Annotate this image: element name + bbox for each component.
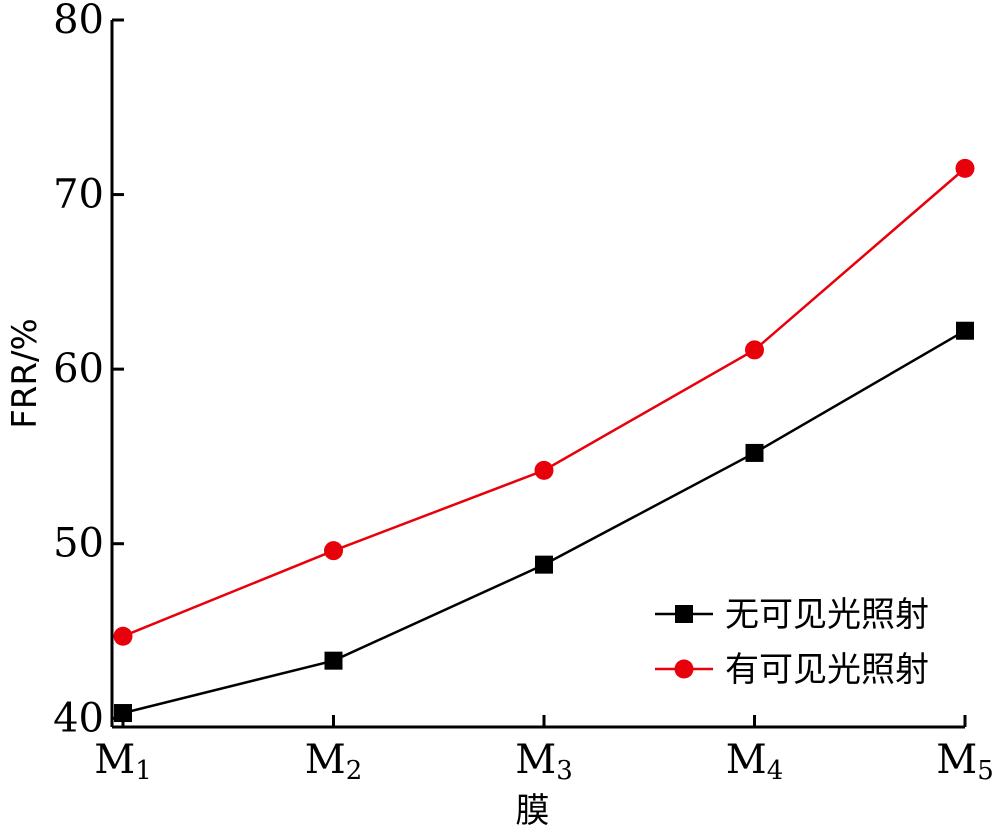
axes [110,20,965,729]
y-tick-label: 40 [53,695,104,741]
x-tick-label: M2 [305,737,363,786]
data-point-circle [324,541,343,561]
legend-label: 有可见光照射 [725,650,929,690]
data-point-square [114,704,132,723]
legend-label: 无可见光照射 [725,595,929,635]
legend-marker-circle [674,659,694,679]
data-point-square [535,555,553,574]
legend-item: 无可见光照射 [655,595,929,635]
series-layer [113,158,975,723]
data-point-square [745,443,764,462]
y-tick-label: 70 [53,172,104,218]
y-axis-title: FRR/% [5,318,45,429]
data-point-square [956,321,974,340]
series-2 [113,158,975,646]
data-point-circle [955,158,975,178]
data-point-circle [745,340,764,360]
y-tick-labels: 40 50 60 70 80 [53,0,104,741]
data-point-square [324,651,343,670]
x-axis-title: 膜 [516,791,550,831]
x-tick-label: M1 [94,737,152,786]
y-tick-label: 50 [53,521,104,567]
data-point-circle [534,460,554,480]
x-tick-label: M3 [515,737,573,786]
legend-item: 有可见光照射 [655,650,929,690]
x-tick-labels: M1 M2 M3 M4 M5 [94,737,994,786]
y-tick-label: 60 [53,346,104,392]
y-tick-label: 80 [53,0,104,43]
data-point-circle [113,626,133,646]
legend-marker-square [675,605,693,623]
x-tick-label: M5 [936,737,994,786]
series-1 [114,321,974,723]
x-tick-label: M4 [726,737,784,786]
